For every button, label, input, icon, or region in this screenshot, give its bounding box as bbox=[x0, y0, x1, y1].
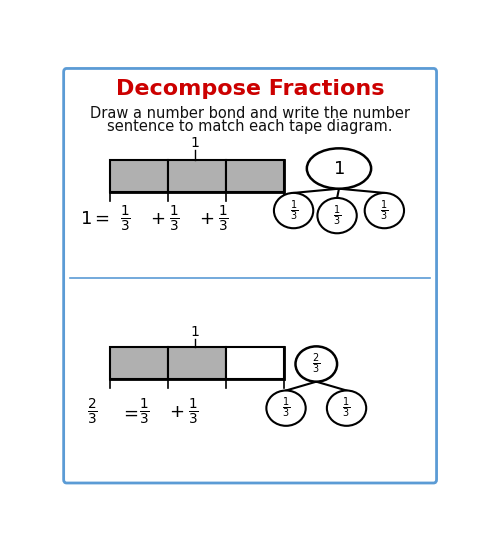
Text: $\frac{1}{3}$: $\frac{1}{3}$ bbox=[333, 204, 341, 228]
Text: $+$: $+$ bbox=[199, 210, 214, 228]
Text: $\frac{1}{3}$: $\frac{1}{3}$ bbox=[380, 198, 388, 223]
Bar bbox=[226, 160, 284, 192]
Text: $\frac{2}{3}$: $\frac{2}{3}$ bbox=[312, 352, 321, 376]
Text: $\frac{1}{3}$: $\frac{1}{3}$ bbox=[139, 397, 149, 428]
Ellipse shape bbox=[295, 346, 337, 382]
Bar bbox=[168, 160, 226, 192]
Text: $\frac{1}{3}$: $\frac{1}{3}$ bbox=[188, 397, 199, 428]
Text: $\frac{1}{3}$: $\frac{1}{3}$ bbox=[169, 204, 180, 234]
Bar bbox=[226, 347, 284, 379]
Ellipse shape bbox=[274, 193, 313, 228]
Ellipse shape bbox=[327, 390, 366, 426]
Text: $\frac{1}{3}$: $\frac{1}{3}$ bbox=[218, 204, 229, 234]
Text: $1$: $1$ bbox=[333, 159, 345, 177]
Text: $1 =$: $1 =$ bbox=[80, 210, 110, 228]
Text: $\frac{1}{3}$: $\frac{1}{3}$ bbox=[289, 198, 298, 223]
Text: $+$: $+$ bbox=[150, 210, 165, 228]
Text: Draw a number bond and write the number: Draw a number bond and write the number bbox=[90, 106, 410, 121]
Ellipse shape bbox=[365, 193, 404, 228]
Ellipse shape bbox=[266, 390, 305, 426]
Text: $=$: $=$ bbox=[120, 403, 138, 422]
Bar bbox=[110, 347, 284, 379]
Text: $\frac{2}{3}$: $\frac{2}{3}$ bbox=[87, 397, 98, 428]
Text: $\frac{1}{3}$: $\frac{1}{3}$ bbox=[282, 396, 290, 420]
Ellipse shape bbox=[307, 149, 371, 189]
Bar bbox=[110, 160, 168, 192]
Text: 1: 1 bbox=[191, 136, 200, 151]
Bar bbox=[110, 160, 284, 192]
Text: $\frac{1}{3}$: $\frac{1}{3}$ bbox=[343, 396, 351, 420]
Text: Decompose Fractions: Decompose Fractions bbox=[116, 79, 385, 99]
Text: sentence to match each tape diagram.: sentence to match each tape diagram. bbox=[107, 119, 393, 134]
Text: $\frac{1}{3}$: $\frac{1}{3}$ bbox=[120, 204, 130, 234]
FancyBboxPatch shape bbox=[63, 68, 437, 483]
Bar bbox=[168, 347, 226, 379]
Text: 1: 1 bbox=[191, 325, 200, 339]
Bar bbox=[110, 347, 168, 379]
Text: $+$: $+$ bbox=[169, 403, 184, 422]
Ellipse shape bbox=[317, 198, 357, 233]
